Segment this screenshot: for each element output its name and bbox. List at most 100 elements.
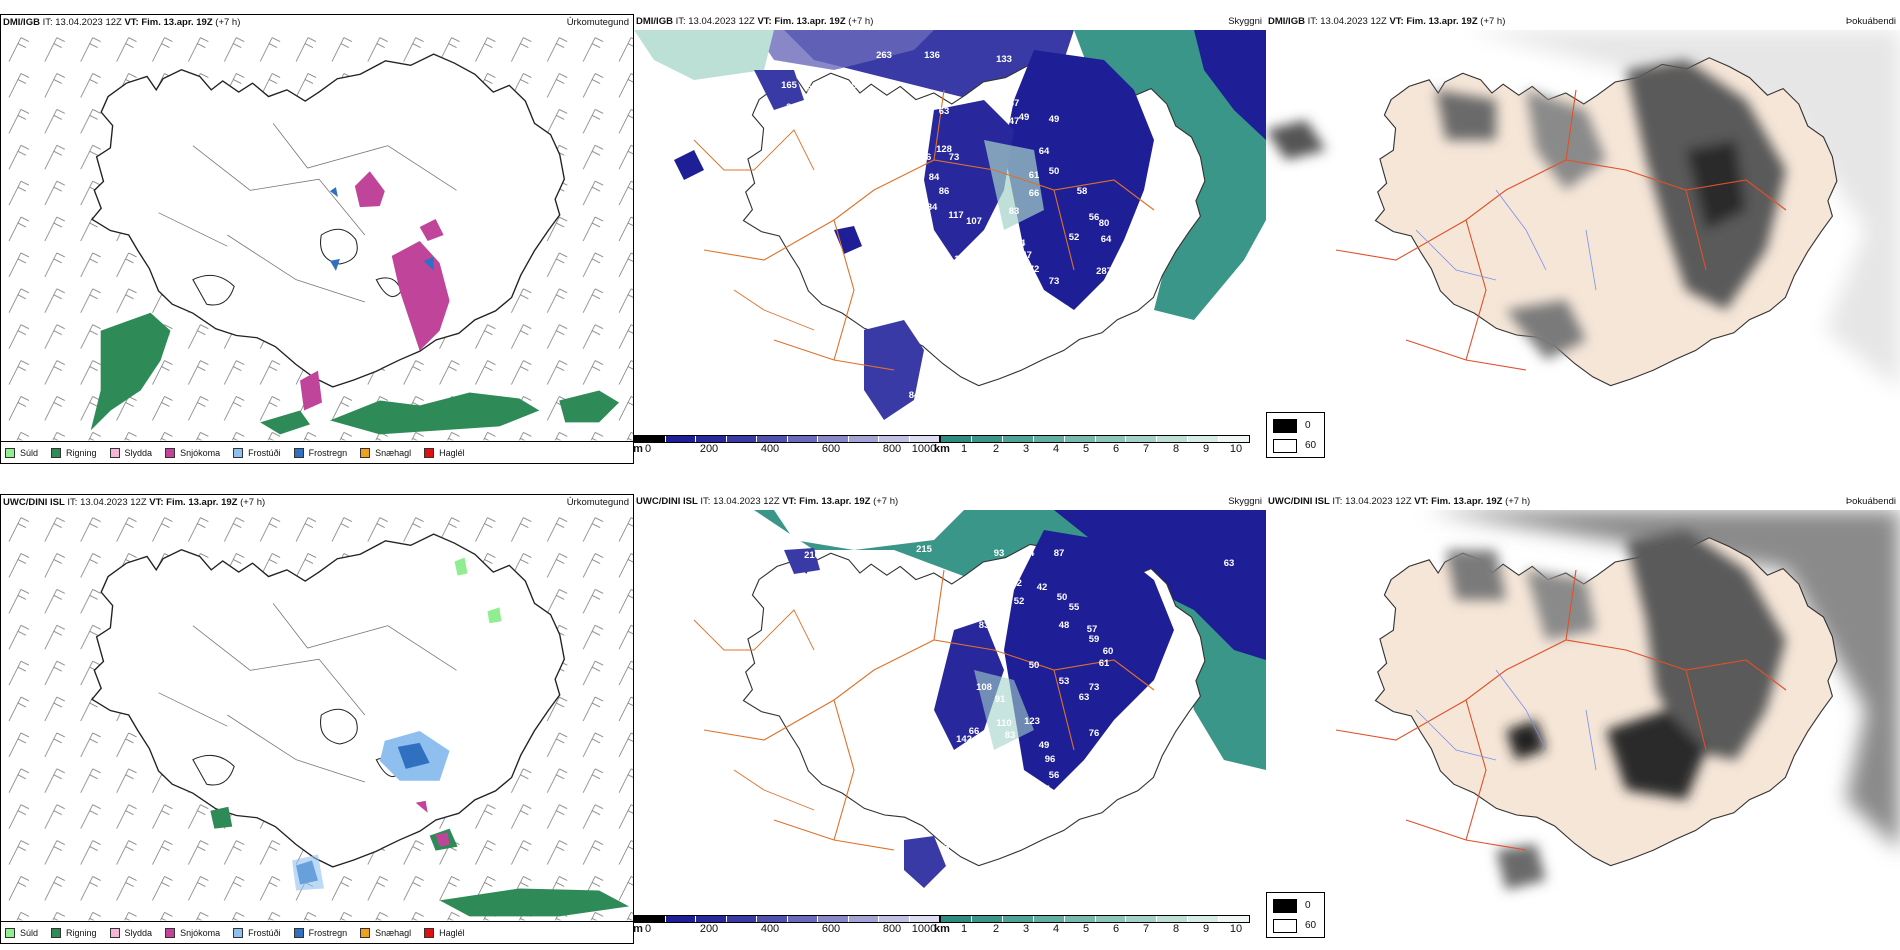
field-name: Þokuábendi [1845,496,1896,507]
model-name: DMI/IGB [636,16,673,27]
visibility-value-label: 52 [1014,596,1025,607]
tick: 4 [1052,923,1060,935]
legend-item-sleet: Slydda [109,447,152,458]
legend-item-sleet: Slydda [109,927,152,938]
visibility-value-label: 263 [876,50,892,61]
it-value: 13.04.2023 12Z [80,497,147,508]
visibility-value-label: 144 [996,238,1013,249]
vt-label: VT: [124,17,139,28]
model-name: DMI/IGB [3,17,40,28]
panel-header: DMI/IGB IT: 13.04.2023 12Z VT: Fim. 13.a… [1268,14,1896,30]
tick: 7 [1142,443,1150,455]
scale-unit-m: m [634,443,643,455]
visibility-value-label: 142 [956,734,972,745]
visibility-map: 215 210 117 93 54 87 63 122 42 50 52 47 55 71 103 48 57 8… [634,510,1266,910]
visibility-value-label: 84 [1015,238,1026,249]
visibility-value-label: 175 [986,326,1003,337]
legend-item-freezing-drizzle: Frostúði [233,927,281,938]
visibility-value-label: 56 [1049,770,1060,781]
it-value: 13.04.2023 12Z [688,16,755,27]
tick: 9 [1202,923,1210,935]
visibility-value-label: 202 [786,102,802,113]
visibility-value-label: 66 [969,726,980,737]
scale-unit-km: km [934,443,950,455]
visibility-value-label: 56 [1089,212,1100,223]
tick: 0 [644,923,652,935]
model-name: UWC/DINI ISL [1268,496,1330,507]
visibility-value-label: 72 [1029,264,1040,275]
visibility-value-label: 71 [943,594,954,605]
visibility-value-label: 147 [1016,250,1032,261]
visibility-value-label: 91 [919,372,930,383]
tick: 600 [821,443,841,455]
visibility-value-label: 59 [909,104,920,115]
model-name: DMI/IGB [1268,16,1305,27]
visibility-value-label: 73 [1049,276,1060,287]
visibility-value-label: 91 [995,694,1006,705]
visibility-value-label: 76 [1089,728,1100,739]
visibility-value-label: 47 [1009,116,1020,127]
tick: 2 [992,923,1000,935]
legend-item-hail: Haglél [424,927,465,938]
legend-item-snow: Snjókoma [165,927,220,938]
visibility-value-label: 86 [921,152,932,163]
visibility-value-label: 63 [1224,558,1235,569]
visibility-value-label: 62 [892,270,903,281]
visibility-value-label: 61 [1099,658,1110,669]
visibility-value-label: 136 [924,50,940,61]
visibility-value-label: 47 [1009,98,1020,109]
model-name: UWC/DINI ISL [3,497,65,508]
it-value: 13.04.2023 12Z [713,496,780,507]
precip-panel-dmi: DMI/IGB IT: 13.04.2023 12Z VT: Fim. 13.a… [0,14,634,464]
panel-header: UWC/DINI ISL IT: 13.04.2023 12Z VT: Fim.… [636,494,1262,510]
fog-legend-low-swatch [1273,919,1297,933]
panel-header: UWC/DINI ISL IT: 13.04.2023 12Z VT: Fim.… [1268,494,1896,510]
fog-map [1266,30,1900,430]
visibility-value-label: 49 [1019,112,1030,123]
scale-unit-m: m [634,923,643,935]
fog-legend-high-swatch [1273,419,1297,433]
visibility-value-label: 49 [1049,114,1060,125]
tick: 200 [699,443,719,455]
visibility-value-label: 86 [969,362,980,373]
visibility-value-label: 109 [972,738,988,749]
visibility-value-label: 84 [927,202,938,213]
visibility-value-label: 50 [1049,166,1060,177]
visibility-value-label: 63 [939,842,950,853]
visibility-value-label: 64 [1101,234,1112,245]
it-label: IT: [700,496,711,507]
visibility-value-label: 62 [887,266,898,277]
tick: 3 [1022,923,1030,935]
vt-label: VT: [782,496,797,507]
fog-legend-low-swatch [1273,439,1297,453]
ramp-m [634,435,940,443]
visibility-value-label: 60 [1103,646,1114,657]
vt-value: Fim. 13.apr. 19Z [1406,16,1478,27]
legend-item-freezing-rain: Frostregn [293,447,347,458]
visibility-value-label: 73 [949,152,960,163]
field-name: Úrkomutegund [566,17,629,28]
tick: 800 [882,923,902,935]
it-label: IT: [42,17,53,28]
precip-map [1,511,633,921]
visibility-value-label: 185 [846,80,863,91]
it-value: 13.04.2023 12Z [1320,16,1387,27]
visibility-value-label: 83 [1005,730,1016,741]
field-name: Skyggni [1228,496,1262,507]
tick: 4 [1052,443,1060,455]
visibility-value-label: 83 [1009,206,1020,217]
field-name: Þokuábendi [1845,16,1896,27]
tick: 600 [821,923,841,935]
visibility-value-label: 107 [966,216,982,227]
visibility-value-label: 78 [1029,288,1040,299]
tick: 1000 [911,923,937,935]
it-label: IT: [675,16,686,27]
lead-time: (+7 h) [873,496,899,507]
visibility-labels: 215 210 117 93 54 87 63 122 42 50 52 47 55 71 103 48 57 8… [804,544,1234,910]
vt-value: Fim. 13.apr. 19Z [1431,496,1503,507]
precip-legend: Súld Rigning Slydda Snjókoma Frostúði Fr… [1,441,633,463]
legend-item-snow-grains: Snæhagl [360,447,411,458]
it-label: IT: [1307,16,1318,27]
fog-map [1266,510,1900,910]
